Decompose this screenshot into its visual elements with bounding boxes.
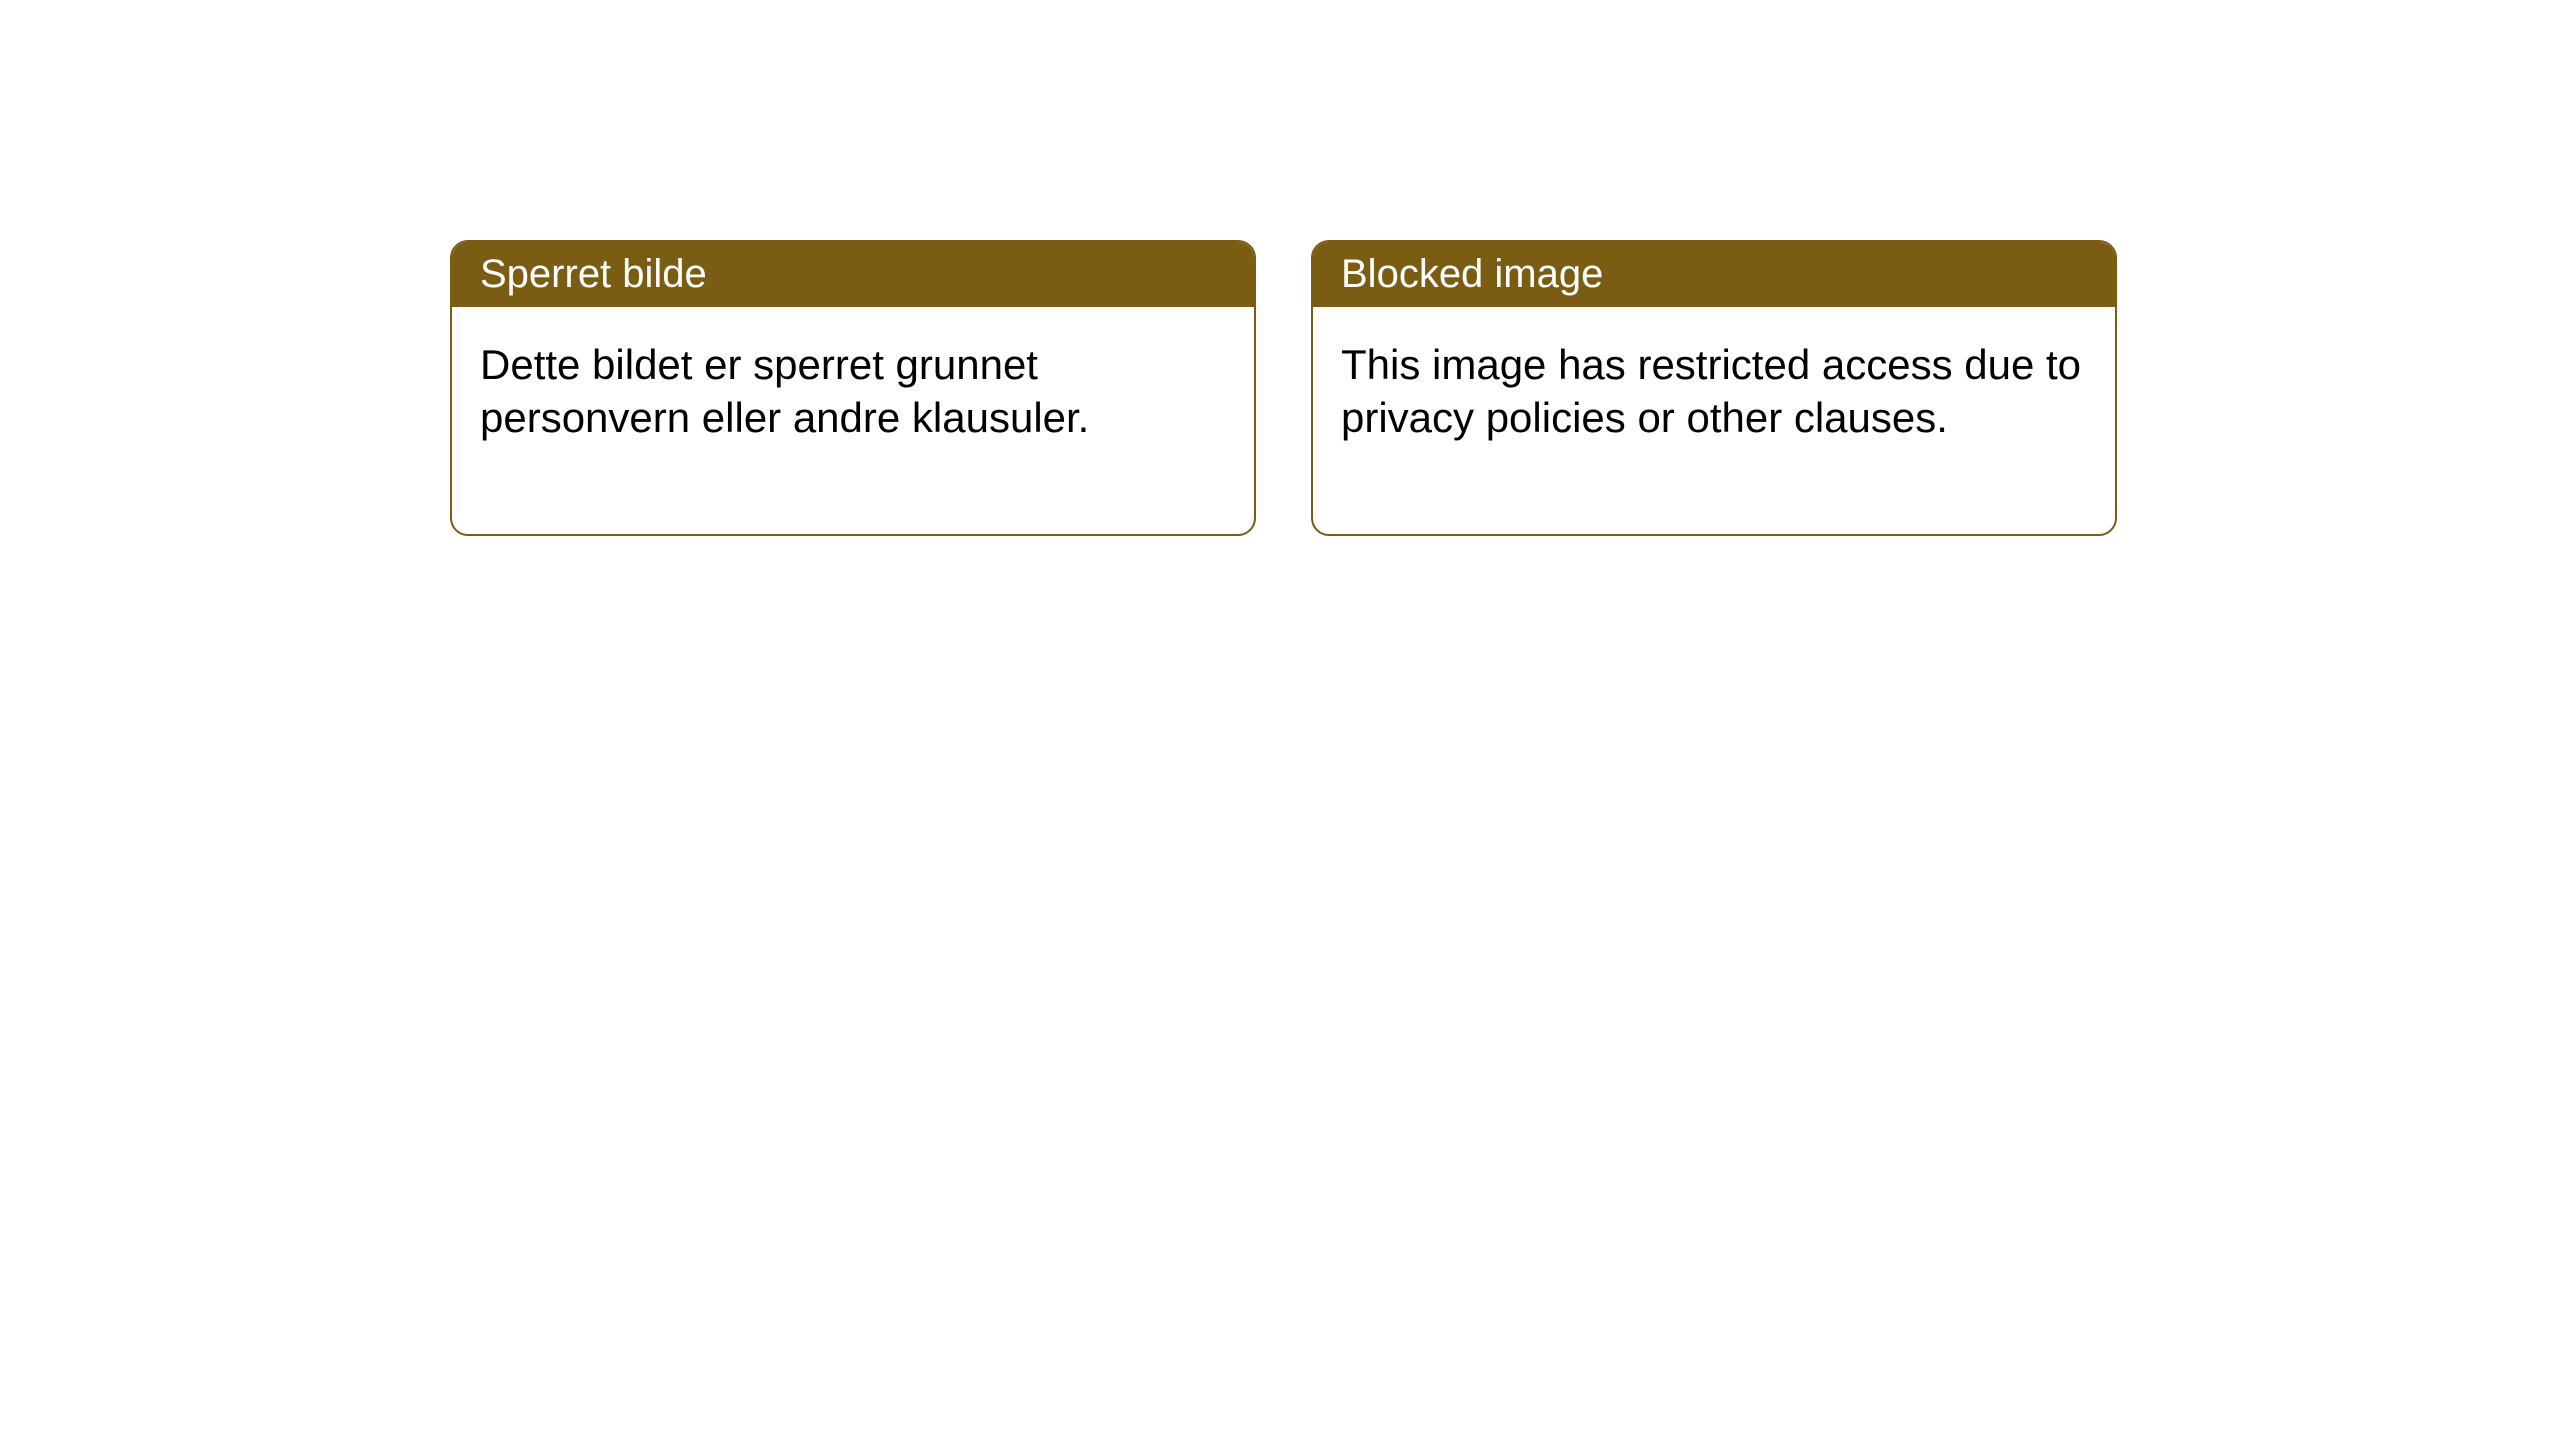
notice-card-title: Sperret bilde: [452, 242, 1254, 307]
notice-card-body: Dette bildet er sperret grunnet personve…: [452, 307, 1254, 534]
notice-card-body: This image has restricted access due to …: [1313, 307, 2115, 534]
notice-card-title: Blocked image: [1313, 242, 2115, 307]
notice-card-norwegian: Sperret bilde Dette bildet er sperret gr…: [450, 240, 1256, 536]
notice-card-english: Blocked image This image has restricted …: [1311, 240, 2117, 536]
notice-container: Sperret bilde Dette bildet er sperret gr…: [0, 0, 2560, 536]
